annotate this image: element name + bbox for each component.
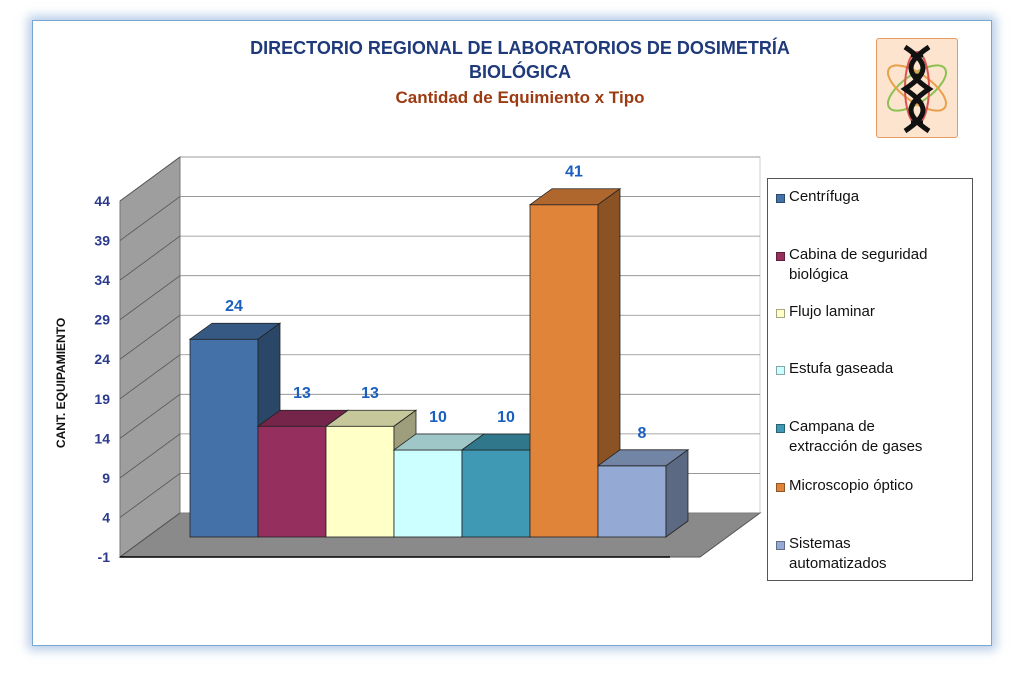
bar [597, 465, 667, 538]
chart-subtitle: Cantidad de Equimiento x Tipo [395, 88, 645, 107]
bar [461, 449, 531, 538]
bar [529, 204, 599, 538]
y-tick-label: 14 [94, 430, 110, 446]
legend-label: Cabina de seguridad biológica [789, 246, 928, 283]
legend-swatch [776, 252, 785, 261]
legend-swatch [776, 366, 785, 375]
gridline-side [119, 156, 181, 202]
data-label: 13 [293, 385, 311, 402]
data-label: 41 [565, 164, 583, 181]
y-tick-label: 9 [102, 470, 110, 486]
legend-label: Estufa gaseada [789, 360, 894, 377]
side-wall [119, 156, 181, 558]
data-label: 10 [497, 409, 515, 426]
legend-label: Flujo laminar [789, 303, 875, 320]
legend-label: Microscopio óptico [789, 477, 914, 494]
bar [257, 425, 327, 538]
legend-label: Centrífuga [789, 188, 860, 205]
gridline-side [119, 473, 181, 518]
y-tick-label: -1 [98, 549, 111, 565]
bar-side [665, 449, 689, 538]
gridline-side [119, 354, 181, 400]
y-tick-label: 44 [94, 193, 110, 209]
data-label: 10 [429, 409, 447, 426]
gridline-side [119, 433, 181, 479]
gridline-side [119, 235, 181, 281]
data-label: 24 [225, 298, 243, 315]
y-tick-label: 19 [94, 391, 110, 407]
data-label: 13 [361, 385, 379, 402]
legend-label: Campana de extracción de gases [789, 418, 923, 455]
dna-atom-icon [876, 38, 958, 138]
legend-label: Sistemas automatizados [789, 535, 887, 572]
chart-title-line2: BIOLÓGICA [469, 62, 571, 82]
gridline-side [119, 275, 181, 320]
bar [393, 449, 463, 538]
y-tick-label: 4 [102, 509, 110, 525]
y-tick-label: 29 [94, 312, 110, 328]
bar [325, 425, 395, 538]
data-label: 8 [638, 425, 647, 442]
gridline-side [119, 196, 181, 241]
y-axis-label: CANT. EQUIPAMIENTO [54, 318, 68, 448]
legend-swatch [776, 483, 785, 492]
gridline-side [119, 512, 181, 558]
legend-swatch [776, 194, 785, 203]
chart-title-line1: DIRECTORIO REGIONAL DE LABORATORIOS DE D… [250, 38, 790, 58]
y-tick-label: 34 [94, 272, 110, 288]
legend-swatch [776, 541, 785, 550]
gridline-side [119, 314, 181, 360]
y-tick-label: 24 [94, 351, 110, 367]
chart-legend: Centrífuga Cabina de seguridad biológica Fl… [767, 178, 973, 581]
legend-swatch [776, 309, 785, 318]
y-tick-label: 39 [94, 233, 110, 249]
chart-title: DIRECTORIO REGIONAL DE LABORATORIOS DE D… [170, 36, 870, 84]
bar [189, 338, 259, 538]
gridline-side [119, 394, 181, 439]
legend-swatch [776, 424, 785, 433]
